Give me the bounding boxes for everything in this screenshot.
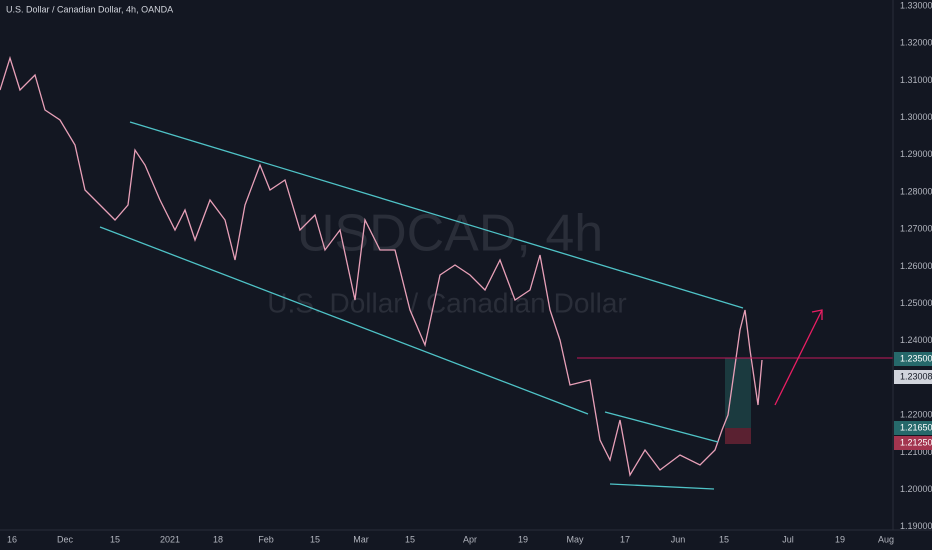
price-label: 1.21000 bbox=[900, 447, 932, 457]
price-label: 1.33000 bbox=[900, 0, 932, 10]
price-tag-bg bbox=[894, 352, 932, 366]
watermark-ticker: USDCAD, 4h bbox=[297, 205, 603, 263]
price-label: 1.30000 bbox=[900, 112, 932, 122]
price-label: 1.31000 bbox=[900, 75, 932, 85]
price-label: 1.20000 bbox=[900, 484, 932, 494]
price-label: 1.26000 bbox=[900, 261, 932, 271]
price-label: 1.27000 bbox=[900, 224, 932, 234]
time-label: Jun bbox=[671, 534, 686, 544]
price-label: 1.22000 bbox=[900, 410, 932, 420]
watermark-name: U.S. Dollar / Canadian Dollar bbox=[267, 287, 627, 318]
price-tag: 1.23500 bbox=[900, 353, 932, 363]
time-label: 19 bbox=[518, 534, 528, 544]
time-label: Dec bbox=[57, 534, 74, 544]
time-label: 2021 bbox=[160, 534, 180, 544]
long-position-profit bbox=[725, 358, 751, 428]
price-tag: 1.23008 bbox=[900, 371, 932, 381]
time-label: Feb bbox=[258, 534, 274, 544]
forecast-arrow bbox=[774, 309, 823, 406]
price-label: 1.25000 bbox=[900, 298, 932, 308]
price-label: 1.29000 bbox=[900, 149, 932, 159]
price-label: 1.24000 bbox=[900, 335, 932, 345]
price-tag: 1.21650 bbox=[900, 422, 932, 432]
time-label: 18 bbox=[213, 534, 223, 544]
price-path bbox=[0, 55, 763, 477]
long-position-loss bbox=[725, 428, 751, 444]
time-label: 19 bbox=[835, 534, 845, 544]
channel-top bbox=[129, 121, 744, 309]
channel-bottom bbox=[99, 226, 589, 415]
time-label: Mar bbox=[353, 534, 369, 544]
price-label: 1.32000 bbox=[900, 38, 932, 48]
time-label: 15 bbox=[405, 534, 415, 544]
time-label: Aug bbox=[878, 534, 894, 544]
price-label: 1.28000 bbox=[900, 186, 932, 196]
time-label: 16 bbox=[7, 534, 17, 544]
time-label: 15 bbox=[110, 534, 120, 544]
arrow-head bbox=[811, 309, 823, 320]
price-tag: 1.21250 bbox=[900, 437, 932, 447]
price-tag-bg bbox=[894, 421, 932, 435]
time-label: 15 bbox=[719, 534, 729, 544]
symbol-header: U.S. Dollar / Canadian Dollar, 4h, OANDA bbox=[6, 4, 173, 14]
time-label: May bbox=[566, 534, 584, 544]
price-label: 1.19000 bbox=[900, 521, 932, 531]
time-label: 17 bbox=[620, 534, 630, 544]
price-tag-bg bbox=[894, 370, 932, 384]
trendlines bbox=[99, 121, 744, 490]
price-tag-bg bbox=[894, 436, 932, 450]
time-label: Jul bbox=[782, 534, 794, 544]
wedge-bottom bbox=[609, 483, 715, 490]
time-label: Apr bbox=[463, 534, 477, 544]
time-label: 15 bbox=[310, 534, 320, 544]
wedge-top bbox=[604, 411, 719, 443]
